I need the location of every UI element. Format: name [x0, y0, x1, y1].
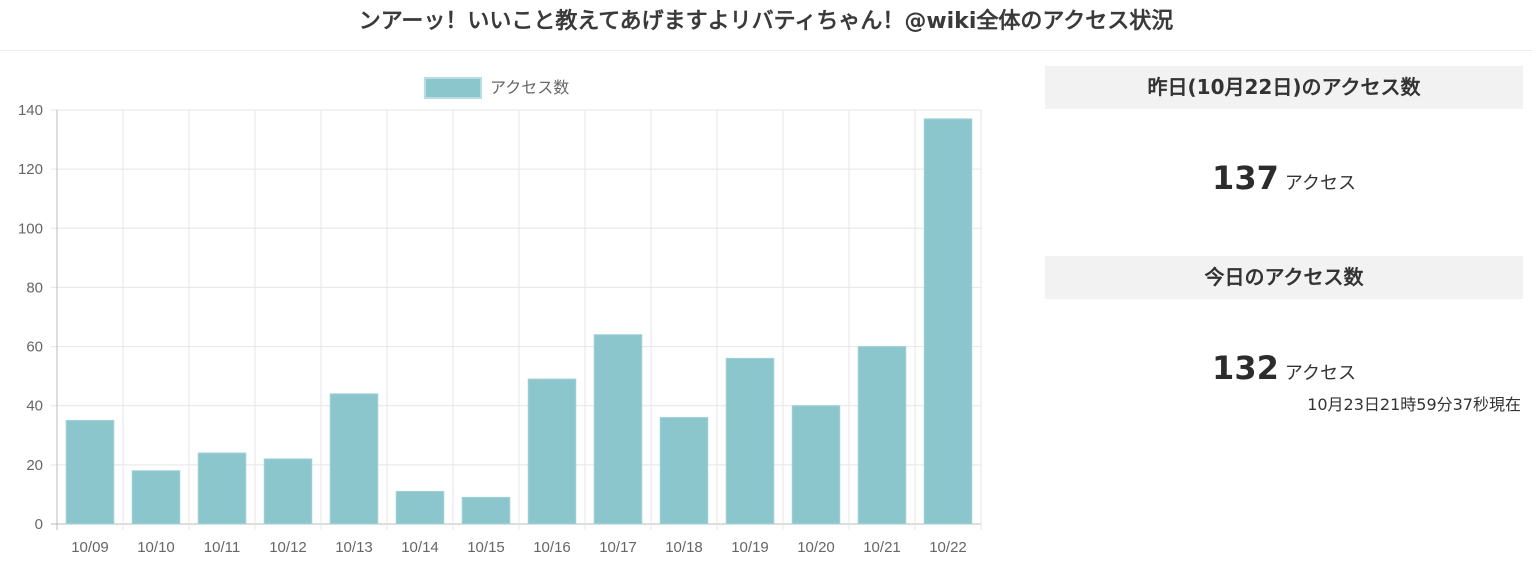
y-tick-label: 80 — [26, 279, 43, 296]
today-unit: アクセス — [1284, 363, 1356, 384]
bar-10/11[interactable] — [197, 452, 247, 525]
x-tick-label: 10/21 — [863, 539, 901, 556]
bar-10/21[interactable] — [857, 346, 907, 525]
y-tick-label: 60 — [26, 339, 43, 356]
yesterday-unit: アクセス — [1284, 173, 1356, 194]
bar-10/19[interactable] — [725, 357, 775, 525]
today-stat: 132 アクセス — [1045, 349, 1523, 387]
x-tick-label: 10/13 — [335, 539, 373, 556]
today-timestamp: 10月23日21時59分37秒現在 — [1307, 395, 1521, 414]
y-tick-label: 100 — [18, 220, 43, 237]
y-axis-ticks: 0 20 40 60 80 100 120 140 — [18, 102, 43, 533]
bar-10/18[interactable] — [659, 417, 709, 525]
x-tick-label: 10/16 — [533, 539, 571, 556]
yesterday-heading: 昨日(10月22日)のアクセス数 — [1045, 66, 1523, 109]
bar-10/10[interactable] — [131, 470, 181, 525]
legend-label[interactable]: アクセス数 — [490, 79, 569, 97]
today-panel: 今日のアクセス数 132 アクセス 10月23日21時59分37秒現在 — [1045, 256, 1523, 415]
x-tick-label: 10/14 — [401, 539, 439, 556]
chart-legend: アクセス数 — [424, 77, 569, 99]
legend-swatch[interactable] — [424, 77, 482, 99]
today-heading: 今日のアクセス数 — [1045, 256, 1523, 299]
y-tick-label: 40 — [26, 398, 43, 415]
x-tick-label: 10/09 — [71, 539, 109, 556]
chart-bars — [65, 118, 973, 525]
bar-10/22[interactable] — [923, 118, 973, 525]
yesterday-panel: 昨日(10月22日)のアクセス数 137 アクセス — [1045, 66, 1523, 197]
chart-grid — [51, 109, 982, 530]
access-chart: 0 20 40 60 80 100 120 140 10/09 10/10 10/11 10/12 1… — [0, 55, 1000, 563]
today-count: 132 — [1212, 349, 1279, 387]
x-tick-label: 10/11 — [204, 539, 240, 556]
bar-10/14[interactable] — [395, 490, 445, 525]
x-tick-label: 10/18 — [665, 539, 703, 556]
x-tick-label: 10/17 — [599, 539, 637, 556]
bar-10/12[interactable] — [263, 458, 313, 525]
page-title: ンアーッ！いいこと教えてあげますよリバティちゃん！@wiki全体のアクセス状況 — [0, 0, 1532, 51]
yesterday-stat: 137 アクセス — [1045, 159, 1523, 197]
y-tick-label: 120 — [18, 161, 43, 178]
x-tick-label: 10/12 — [269, 539, 307, 556]
bar-10/13[interactable] — [329, 393, 379, 525]
x-tick-label: 10/19 — [731, 539, 769, 556]
y-tick-label: 0 — [35, 516, 43, 533]
bar-10/15[interactable] — [461, 496, 511, 525]
x-tick-label: 10/22 — [929, 539, 967, 556]
bar-10/16[interactable] — [527, 378, 577, 525]
bar-10/09[interactable] — [65, 420, 115, 525]
x-tick-label: 10/10 — [137, 539, 175, 556]
y-tick-label: 20 — [26, 457, 43, 474]
bar-10/17[interactable] — [593, 334, 643, 525]
x-tick-label: 10/15 — [467, 539, 505, 556]
y-tick-label: 140 — [18, 102, 43, 119]
x-axis-ticks: 10/09 10/10 10/11 10/12 10/13 10/14 10/15 10/16… — [71, 539, 967, 556]
bar-10/20[interactable] — [791, 405, 841, 525]
x-tick-label: 10/20 — [797, 539, 835, 556]
yesterday-count: 137 — [1212, 159, 1279, 197]
